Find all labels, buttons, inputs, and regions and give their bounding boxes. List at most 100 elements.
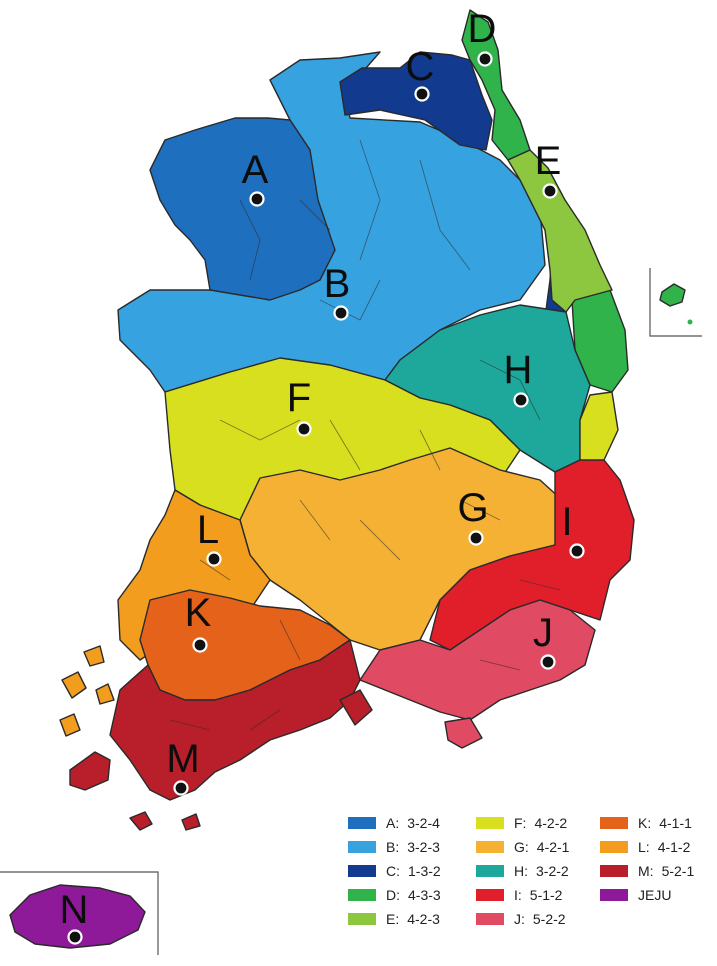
marker-dot-g xyxy=(468,530,484,546)
region-l-island-3 xyxy=(59,713,81,737)
marker-letter-b: B xyxy=(324,262,351,306)
legend-key: H: xyxy=(514,863,528,879)
marker-dot-k xyxy=(192,637,208,653)
marker-dot-d xyxy=(477,51,493,67)
marker-dot-a xyxy=(249,191,265,207)
ulleung-island xyxy=(659,283,686,307)
legend-key: K: xyxy=(638,815,652,831)
marker-dot-e xyxy=(542,183,558,199)
map-legend: A: 3-2-4 B: 3-2-3 C: 1-3-2 D: 4-3-3 E: 4… xyxy=(348,812,717,932)
marker-letter-n: N xyxy=(60,888,89,932)
legend-code: 4-2-3 xyxy=(407,911,440,927)
legend-swatch xyxy=(348,817,376,829)
region-m-island-3 xyxy=(181,813,201,831)
legend-swatch xyxy=(600,865,628,877)
legend-swatch xyxy=(348,841,376,853)
legend-item-jeju: JEJU xyxy=(600,884,671,906)
dokdo-island xyxy=(687,319,693,325)
region-l-island-1 xyxy=(61,671,87,699)
region-m-island-1 xyxy=(69,751,111,791)
legend-code: 1-3-2 xyxy=(408,863,441,879)
legend-swatch xyxy=(348,865,376,877)
legend-swatch xyxy=(600,889,628,901)
legend-key: M: xyxy=(638,863,654,879)
legend-item-d: D: 4-3-3 xyxy=(348,884,441,906)
legend-key: F: xyxy=(514,815,527,831)
marker-letter-g: G xyxy=(457,486,488,530)
legend-swatch xyxy=(600,841,628,853)
legend-swatch xyxy=(476,889,504,901)
district-borders xyxy=(169,139,561,731)
region-j xyxy=(359,599,596,721)
legend-code: 3-2-4 xyxy=(407,815,440,831)
region-e xyxy=(507,149,613,313)
marker-letter-e: E xyxy=(535,139,562,183)
marker-letter-a: A xyxy=(242,148,269,192)
legend-code: 5-2-2 xyxy=(532,911,566,927)
legend-key: B: xyxy=(386,839,400,855)
legend-swatch xyxy=(600,817,628,829)
legend-code: 5-1-2 xyxy=(529,887,563,903)
legend-item-l: L: 4-1-2 xyxy=(600,836,690,858)
legend-code: 4-1-1 xyxy=(659,815,692,831)
marker-letter-l: L xyxy=(197,508,219,552)
legend-item-j: J: 5-2-2 xyxy=(476,908,566,930)
legend-code: 4-2-1 xyxy=(536,839,570,855)
region-l-island-4 xyxy=(95,683,115,705)
legend-swatch xyxy=(348,913,376,925)
legend-item-f: F: 4-2-2 xyxy=(476,812,567,834)
marker-dot-h xyxy=(513,392,529,408)
marker-letter-i: I xyxy=(561,500,572,544)
legend-key: E: xyxy=(386,911,400,927)
marker-dot-b xyxy=(333,305,349,321)
legend-code: 3-2-3 xyxy=(407,839,440,855)
legend-code: 4-1-2 xyxy=(657,839,691,855)
legend-key: G: xyxy=(514,839,529,855)
legend-code: 3-2-2 xyxy=(536,863,569,879)
legend-item-c: C: 1-3-2 xyxy=(348,860,441,882)
region-markers: A B C D E F G H I J K L M xyxy=(60,7,585,945)
region-m xyxy=(109,639,361,801)
legend-key: C: xyxy=(386,863,400,879)
legend-item-k: K: 4-1-1 xyxy=(600,812,692,834)
legend-item-h: H: 3-2-2 xyxy=(476,860,569,882)
marker-dot-n xyxy=(67,929,83,945)
region-n-jeju xyxy=(9,884,146,949)
legend-key: I: xyxy=(514,887,522,903)
legend-item-i: I: 5-1-2 xyxy=(476,884,562,906)
legend-key: J: xyxy=(514,911,525,927)
legend-code: 4-3-3 xyxy=(408,887,441,903)
marker-dot-l xyxy=(206,551,222,567)
region-c xyxy=(339,51,493,151)
marker-letter-f: F xyxy=(287,376,311,420)
legend-swatch xyxy=(476,865,504,877)
marker-letter-j: J xyxy=(533,611,553,655)
marker-letter-h: H xyxy=(504,348,533,392)
region-m-island-4 xyxy=(339,689,373,726)
legend-swatch xyxy=(348,889,376,901)
legend-code: JEJU xyxy=(638,887,672,903)
legend-swatch xyxy=(476,817,504,829)
marker-dot-m xyxy=(173,780,189,796)
marker-dot-j xyxy=(540,654,556,670)
jeju-inset-frame xyxy=(0,871,159,955)
inset-frame xyxy=(649,268,702,337)
legend-key: D: xyxy=(386,887,400,903)
legend-key: A: xyxy=(386,815,400,831)
marker-letter-k: K xyxy=(185,591,212,635)
legend-item-a: A: 3-2-4 xyxy=(348,812,440,834)
marker-dot-f xyxy=(296,421,312,437)
region-l-island-2 xyxy=(83,645,105,667)
legend-item-m: M: 5-2-1 xyxy=(600,860,694,882)
legend-item-b: B: 3-2-3 xyxy=(348,836,440,858)
legend-code: 4-2-2 xyxy=(534,815,568,831)
legend-swatch xyxy=(476,841,504,853)
marker-letter-m: M xyxy=(166,737,199,781)
legend-item-e: E: 4-2-3 xyxy=(348,908,440,930)
marker-letter-d: D xyxy=(468,7,497,51)
marker-dot-i xyxy=(569,543,585,559)
marker-dot-c xyxy=(414,86,430,102)
legend-item-g: G: 4-2-1 xyxy=(476,836,569,858)
legend-code: 5-2-1 xyxy=(661,863,695,879)
